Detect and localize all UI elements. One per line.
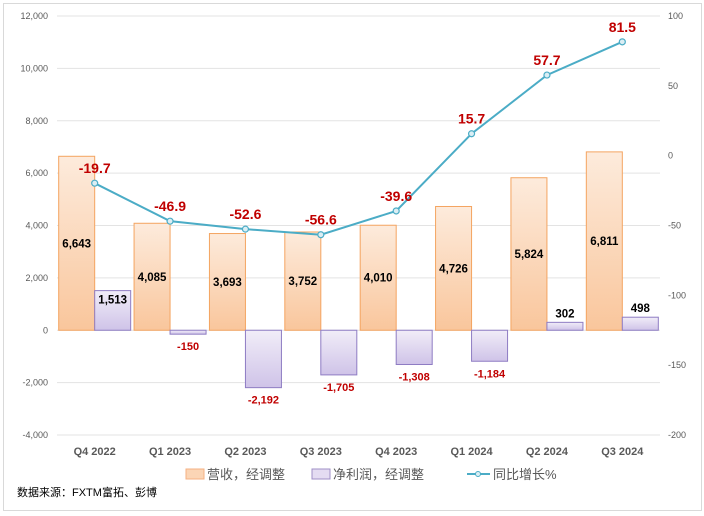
left-axis-tick: 12,000 (20, 11, 48, 21)
net-profit-bar (546, 321, 584, 331)
net-profit-bar (471, 329, 509, 362)
growth-point (618, 38, 626, 46)
left-axis-tick: 8,000 (25, 116, 48, 126)
legend-swatch-revenue (185, 468, 205, 480)
right-axis-tick: -50 (668, 221, 681, 231)
growth-point (392, 207, 400, 215)
revenue-label: 4,726 (439, 263, 468, 275)
revenue-bar (435, 205, 473, 331)
category-label: Q1 2023 (149, 446, 191, 458)
net-profit-bar (244, 329, 282, 389)
revenue-bar (510, 177, 548, 331)
legend-growth: 同比增长% (493, 467, 557, 482)
chart-frame (3, 3, 702, 511)
growth-label: 15.7 (458, 111, 485, 127)
growth-label: -46.9 (154, 198, 186, 214)
category-label: Q2 2023 (224, 446, 266, 458)
right-axis-tick: -100 (668, 290, 686, 300)
growth-point (317, 231, 325, 239)
category-label: Q4 2022 (74, 446, 116, 458)
revenue-bar (359, 224, 397, 331)
revenue-label: 6,643 (62, 238, 91, 250)
revenue-label: 3,693 (213, 277, 242, 289)
net-profit-label: 498 (631, 303, 651, 315)
growth-label: 81.5 (609, 19, 636, 35)
left-axis-tick: 10,000 (20, 63, 48, 73)
revenue-bar (133, 222, 171, 331)
legend-revenue: 营收，经调整 (207, 467, 285, 482)
growth-label: -56.6 (305, 212, 337, 228)
growth-label: -52.6 (229, 206, 261, 222)
category-label: Q2 2024 (526, 446, 569, 458)
net-profit-label: -2,192 (248, 395, 279, 407)
growth-label: -39.6 (380, 188, 412, 204)
growth-point (543, 71, 551, 79)
category-label: Q3 2023 (300, 446, 342, 458)
left-axis-tick: 4,000 (25, 221, 48, 231)
growth-line (94, 40, 623, 236)
net-profit-label: 1,513 (98, 295, 127, 307)
legend: 营收，经调整 净利润，经调整 同比增长% (185, 467, 557, 482)
legend-swatch-net-profit (311, 468, 331, 480)
right-axis-tick: 50 (668, 81, 678, 91)
left-axis-tick: -4,000 (22, 430, 48, 440)
net-profit-label: -1,308 (399, 372, 430, 384)
right-axis-tick: -200 (668, 430, 686, 440)
revenue-bar (585, 151, 623, 331)
growth-point (166, 217, 174, 225)
revenue-bar (284, 231, 322, 331)
net-profit-bar (94, 290, 132, 331)
net-profit-bar (169, 329, 207, 335)
legend-marker-growth (475, 471, 481, 477)
right-axis-tick: -150 (668, 360, 686, 370)
right-axis-tick: 100 (668, 11, 683, 21)
net-profit-label: -1,705 (323, 382, 354, 394)
revenue-label: 4,085 (138, 272, 167, 284)
category-label: Q3 2024 (601, 446, 644, 458)
net-profit-bar (320, 329, 358, 376)
right-axis-tick: 0 (668, 151, 673, 161)
legend-net-profit: 净利润，经调整 (333, 467, 424, 482)
category-label: Q4 2023 (375, 446, 417, 458)
left-axis-tick: 6,000 (25, 168, 48, 178)
net-profit-label: -150 (177, 341, 199, 353)
revenue-bar (58, 155, 96, 331)
revenue-label: 4,010 (364, 273, 393, 285)
growth-point (467, 130, 476, 138)
net-profit-label: -1,184 (474, 368, 506, 380)
growth-label: 57.7 (533, 52, 560, 68)
growth-point (241, 225, 250, 233)
revenue-label: 6,811 (590, 236, 619, 248)
net-profit-label: 302 (555, 308, 574, 320)
growth-point (91, 179, 99, 187)
left-axis-tick: 0 (43, 325, 48, 335)
net-profit-bar (395, 329, 433, 366)
net-profit-bar (621, 316, 659, 331)
revenue-label: 3,752 (288, 276, 317, 288)
left-axis-tick: 2,000 (25, 273, 48, 283)
growth-label: -19.7 (79, 160, 111, 176)
category-label: Q1 2024 (450, 446, 493, 458)
left-axis-tick: -2,000 (22, 378, 48, 388)
revenue-bar (208, 233, 246, 331)
revenue-label: 5,824 (515, 249, 544, 261)
source-note: 数据来源：FXTM富拓、彭博 (17, 485, 157, 499)
